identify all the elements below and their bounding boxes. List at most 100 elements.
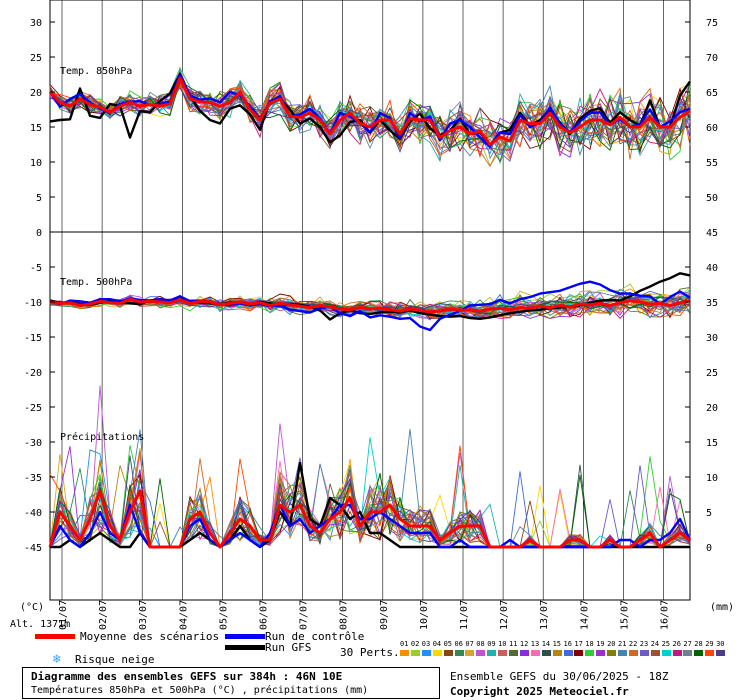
copyright: Copyright 2025 Meteociel.fr	[450, 685, 629, 698]
panel-label-500: Temp. 500hPa	[60, 277, 132, 288]
pert-number: 14	[541, 640, 551, 648]
pert-swatch	[400, 650, 409, 656]
left-tick-label: -5	[30, 263, 42, 274]
pert-swatch	[519, 650, 529, 656]
mean-swatch	[35, 634, 75, 639]
pert-number: 02	[410, 640, 420, 648]
right-tick-label: 30	[706, 333, 718, 344]
pert-line-precip	[49, 472, 691, 549]
footer-title: Diagramme des ensembles GEFS sur 384h : …	[31, 670, 343, 683]
pert-swatch	[541, 650, 551, 656]
run-label: Ensemble GEFS du 30/06/2025 - 18Z	[450, 670, 669, 683]
pert-swatch	[585, 650, 595, 656]
pert-swatch	[421, 650, 431, 656]
altitude-label: Alt. 1371m	[10, 619, 70, 630]
pert-number: 08	[476, 640, 485, 648]
pert-swatch	[432, 650, 442, 656]
right-tick-label: 0	[706, 543, 712, 554]
right-tick-label: 10	[706, 473, 718, 484]
pert-number: 04	[432, 640, 442, 648]
panel-label-precip: Précipitations	[60, 431, 144, 443]
x-tick-label: 02/07	[98, 600, 109, 630]
right-tick-label: 60	[706, 123, 718, 134]
pert-swatch	[618, 650, 627, 656]
x-tick-label: 15/07	[619, 600, 630, 630]
pert-number: 29	[705, 640, 714, 648]
legend-snow: Risque neige	[75, 653, 155, 666]
pert-number: 26	[672, 640, 681, 648]
pert-swatch	[694, 650, 704, 656]
pert-number: 30	[716, 640, 725, 648]
x-tick-label: 16/07	[660, 600, 671, 630]
left-tick-label: 15	[30, 123, 42, 134]
right-tick-label: 35	[706, 298, 718, 309]
pert-line-850	[49, 82, 691, 158]
x-tick-label: 05/07	[218, 600, 229, 630]
x-tick-label: 09/07	[379, 600, 390, 630]
left-tick-label: 20	[30, 88, 42, 99]
pert-swatch	[530, 650, 540, 656]
pert-number: 24	[650, 640, 660, 648]
pert-number: 25	[661, 640, 671, 648]
main-lines	[48, 72, 692, 549]
pert-swatch	[596, 650, 606, 656]
x-tick-label: 12/07	[499, 600, 510, 630]
pert-line-850	[49, 84, 691, 158]
pert-swatch	[476, 650, 486, 656]
pert-swatch	[465, 650, 475, 656]
pert-number: 01	[400, 640, 409, 648]
pert-swatch	[639, 650, 649, 656]
pert-number: 17	[574, 640, 583, 648]
x-tick-label: 01/07	[58, 600, 69, 630]
left-unit-label: (°C)	[20, 602, 44, 613]
left-tick-label: -30	[24, 438, 42, 449]
pert-swatch	[574, 650, 584, 656]
left-tick-label: -25	[24, 403, 42, 414]
mean-line-precip	[48, 489, 691, 549]
pert-swatch	[509, 650, 518, 656]
pert-swatch	[661, 650, 671, 656]
right-tick-label: 55	[706, 158, 718, 169]
right-tick-label: 25	[706, 368, 718, 379]
pert-number: 05	[443, 640, 453, 648]
footer-subtitle: Températures 850hPa et 500hPa (°C) , pré…	[31, 685, 369, 696]
left-tick-label: 10	[30, 158, 42, 169]
x-tick-label: 13/07	[539, 600, 550, 630]
left-tick-label: 5	[36, 193, 42, 204]
pert-number: 09	[487, 640, 496, 648]
left-tick-label: -15	[24, 333, 42, 344]
left-tick-label: -40	[24, 508, 42, 519]
x-tick-label: 07/07	[299, 600, 310, 630]
left-tick-label: 30	[30, 18, 42, 29]
pert-number: 20	[607, 640, 616, 648]
pert-swatch	[705, 650, 715, 656]
right-tick-label: 40	[706, 263, 718, 274]
control-swatch	[225, 634, 265, 639]
pert-number: 07	[465, 640, 474, 648]
pert-swatch	[716, 650, 726, 656]
right-tick-label: 5	[706, 508, 712, 519]
right-tick-label: 15	[706, 438, 718, 449]
legend-gfs: Run GFS	[265, 641, 312, 654]
control-line-500	[49, 280, 691, 332]
x-tick-label: 11/07	[459, 600, 470, 630]
left-tick-label: 0	[36, 228, 42, 239]
left-tick-label: -20	[24, 368, 42, 379]
pert-swatch	[552, 650, 562, 656]
pert-swatch	[607, 650, 617, 656]
right-tick-label: 70	[706, 53, 718, 64]
x-tick-label: 04/07	[178, 600, 189, 630]
left-tick-label: 25	[30, 53, 42, 64]
pert-swatch	[672, 650, 682, 656]
left-tick-label: -35	[24, 473, 42, 484]
legend-perts: 30 Perts.	[340, 646, 400, 659]
right-tick-label: 75	[706, 18, 718, 29]
left-tick-label: -10	[24, 298, 42, 309]
pert-number: 28	[694, 640, 703, 648]
pert-number: 11	[509, 640, 518, 648]
right-tick-label: 45	[706, 228, 718, 239]
legend-control: Run de contrôle	[265, 630, 365, 643]
pert-number: 19	[596, 640, 605, 648]
pert-number: 18	[585, 640, 594, 648]
